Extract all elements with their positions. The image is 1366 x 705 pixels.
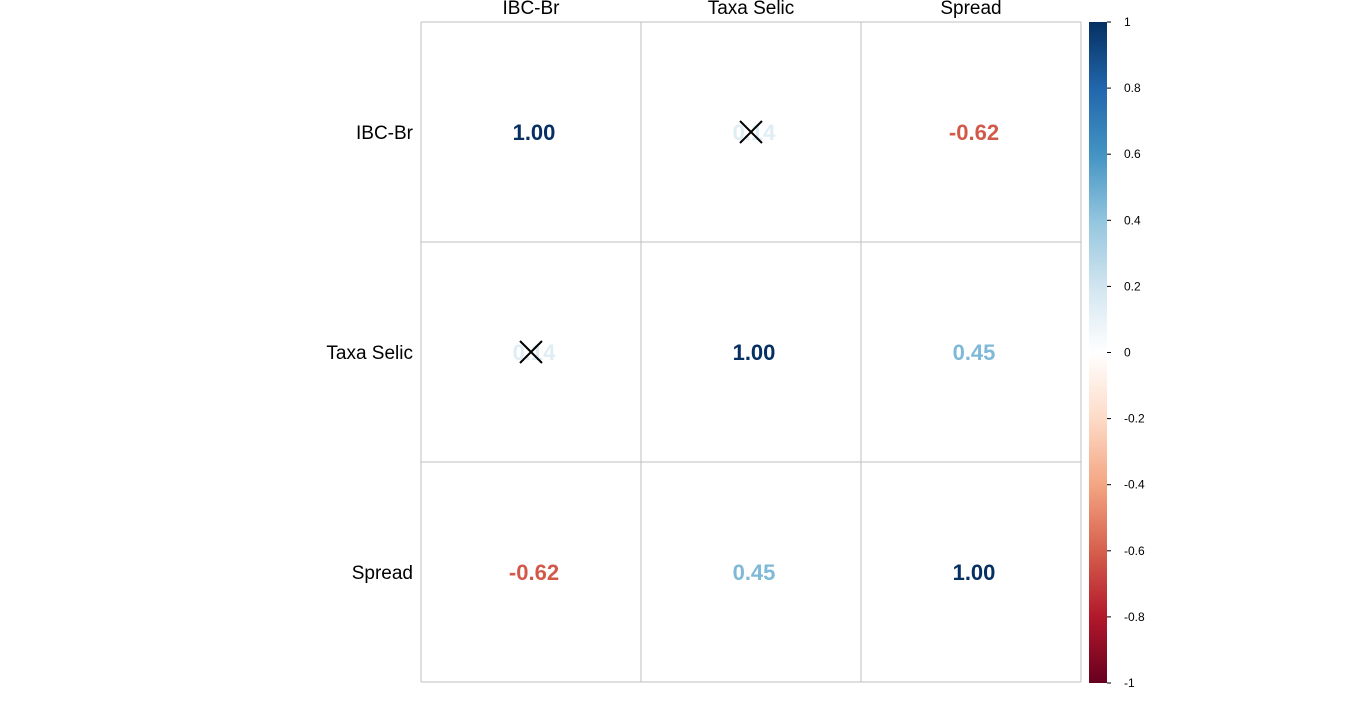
cell-value-label: 0.14 [733,120,777,145]
colorbar-tick-label: 0.6 [1124,147,1141,161]
cell-value-label: 0.45 [953,340,996,365]
cell-value-label: 0.14 [513,340,557,365]
column-labels: IBC-Br Taxa Selic Spread [503,0,1002,19]
colorbar-tick-label: 0.8 [1124,81,1141,95]
insignificant-cross-mark [519,340,543,364]
row-label: IBC-Br [356,123,414,144]
row-labels: IBC-Br Taxa Selic Spread [326,123,413,584]
cell-value-label: -0.62 [949,120,999,145]
colorbar-tick-label: 0.4 [1124,213,1141,227]
row-label: Taxa Selic [326,343,413,364]
colorbar-tick-label: -1 [1124,676,1135,690]
colorbar-tick-label: 0.2 [1124,279,1141,293]
insignificant-cross-mark [739,120,763,144]
row-label: Spread [352,563,413,584]
cell-value-label: 1.00 [733,340,776,365]
column-label: IBC-Br [503,0,561,19]
colorbar-tick-label: 0 [1124,346,1131,360]
cell-value-label: 1.00 [513,120,556,145]
colorbar-tick-label: -0.4 [1124,478,1145,492]
colorbar-gradient [1089,22,1107,683]
colorbar-tick-label: -0.6 [1124,544,1145,558]
matrix-grid [420,21,1082,683]
colorbar-tick-label: -0.8 [1124,610,1145,624]
matrix-cells: 1.00 0.14 -0.62 0.14 1.00 0.45 -0.62 0.45 1.00 [509,120,999,585]
colorbar-tick-label: -0.2 [1124,412,1145,426]
column-label: Spread [940,0,1001,19]
column-label: Taxa Selic [708,0,795,19]
cell-value-label: 1.00 [953,560,996,585]
colorbar-tick-label: 1 [1124,15,1131,29]
cell-value-label: 0.45 [733,560,776,585]
cell-value-label: -0.62 [509,560,559,585]
colorbar: 1 0.8 0.6 0.4 0.2 0 -0.2 -0.4 -0.6 -0.8 -1 [1089,15,1145,690]
